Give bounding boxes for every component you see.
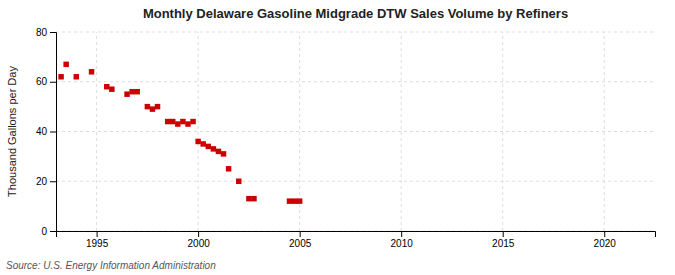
y-tick-label: 80 <box>36 27 48 38</box>
point <box>246 196 251 201</box>
chart-svg: 1995 2000 2005 2010 2015 2020 0 20 40 60 80 Monthly… <box>0 0 675 275</box>
points <box>58 62 302 204</box>
x-tick: 2020 <box>594 231 617 249</box>
point <box>251 196 256 201</box>
x-tick-mark <box>300 231 301 237</box>
y-tick: 80 <box>36 27 56 38</box>
point <box>287 198 292 203</box>
point <box>145 104 150 109</box>
x-tick-mark <box>401 231 402 237</box>
point <box>200 141 205 146</box>
y-tick: 40 <box>36 126 56 137</box>
y-tick-mark <box>50 82 56 83</box>
y-tick-label: 40 <box>36 126 48 137</box>
point <box>221 151 226 156</box>
title: Monthly Delaware Gasoline Midgrade DTW S… <box>143 6 568 21</box>
point <box>195 139 200 144</box>
y-axis-title: Thousand Gallons per Day <box>6 66 18 197</box>
grid-line-y <box>56 81 655 82</box>
point <box>124 91 129 96</box>
point <box>104 84 109 89</box>
x-axis: 1995 2000 2005 2010 2015 2020 <box>57 231 656 249</box>
point <box>155 104 160 109</box>
x-tick: 2010 <box>391 231 414 249</box>
x-tick-label: 2005 <box>289 238 312 249</box>
point <box>63 62 68 67</box>
point <box>165 119 170 124</box>
point <box>226 166 231 171</box>
y-tick-label: 20 <box>36 176 48 187</box>
x-tick-label: 2015 <box>492 238 515 249</box>
x-tick: 1995 <box>86 231 109 249</box>
y-tick-mark <box>50 32 56 33</box>
y-tick-label: 0 <box>41 226 47 237</box>
y-tick-label: 60 <box>36 76 48 87</box>
x-tick: 2000 <box>188 231 211 249</box>
y-tick: 60 <box>36 76 56 87</box>
grid-line-x <box>198 32 199 231</box>
point <box>236 179 241 184</box>
y-axis: 0 20 40 60 80 <box>36 27 57 237</box>
point <box>129 89 134 94</box>
point <box>185 121 190 126</box>
y-tick: 0 <box>41 226 56 237</box>
grid <box>56 32 655 231</box>
x-tick-mark <box>97 231 98 237</box>
x-tick-label: 1995 <box>86 238 109 249</box>
grid-line-y <box>56 181 655 182</box>
point <box>89 69 94 74</box>
point <box>206 144 211 149</box>
point <box>292 198 297 203</box>
point <box>175 121 180 126</box>
grid-line-y <box>56 131 655 132</box>
x-axis-line <box>57 232 656 238</box>
chart-container: 1995 2000 2005 2010 2015 2020 0 20 40 60 80 Monthly… <box>0 0 675 275</box>
y-tick-mark <box>50 181 56 182</box>
point <box>211 146 216 151</box>
point <box>297 198 302 203</box>
x-tick-mark <box>604 231 605 237</box>
point <box>74 74 79 79</box>
point <box>109 86 114 91</box>
grid-line-y <box>56 32 655 33</box>
x-tick-label: 2000 <box>188 238 211 249</box>
x-tick: 2005 <box>289 231 312 249</box>
x-tick-label: 2020 <box>594 238 617 249</box>
point <box>150 106 155 111</box>
y-axis-line <box>50 33 57 232</box>
y-tick: 20 <box>36 176 56 187</box>
point <box>216 149 221 154</box>
point <box>170 119 175 124</box>
x-tick: 2015 <box>492 231 515 249</box>
y-tick-mark <box>50 231 56 232</box>
grid-line-x <box>96 32 97 231</box>
point <box>190 119 195 124</box>
x-tick-mark <box>198 231 199 237</box>
source-note: Source: U.S. Energy Information Administ… <box>6 260 216 271</box>
point <box>58 74 63 79</box>
point <box>134 89 139 94</box>
y-tick-mark <box>50 132 56 133</box>
x-tick-label: 2010 <box>391 238 414 249</box>
point <box>180 119 185 124</box>
x-tick-mark <box>503 231 504 237</box>
